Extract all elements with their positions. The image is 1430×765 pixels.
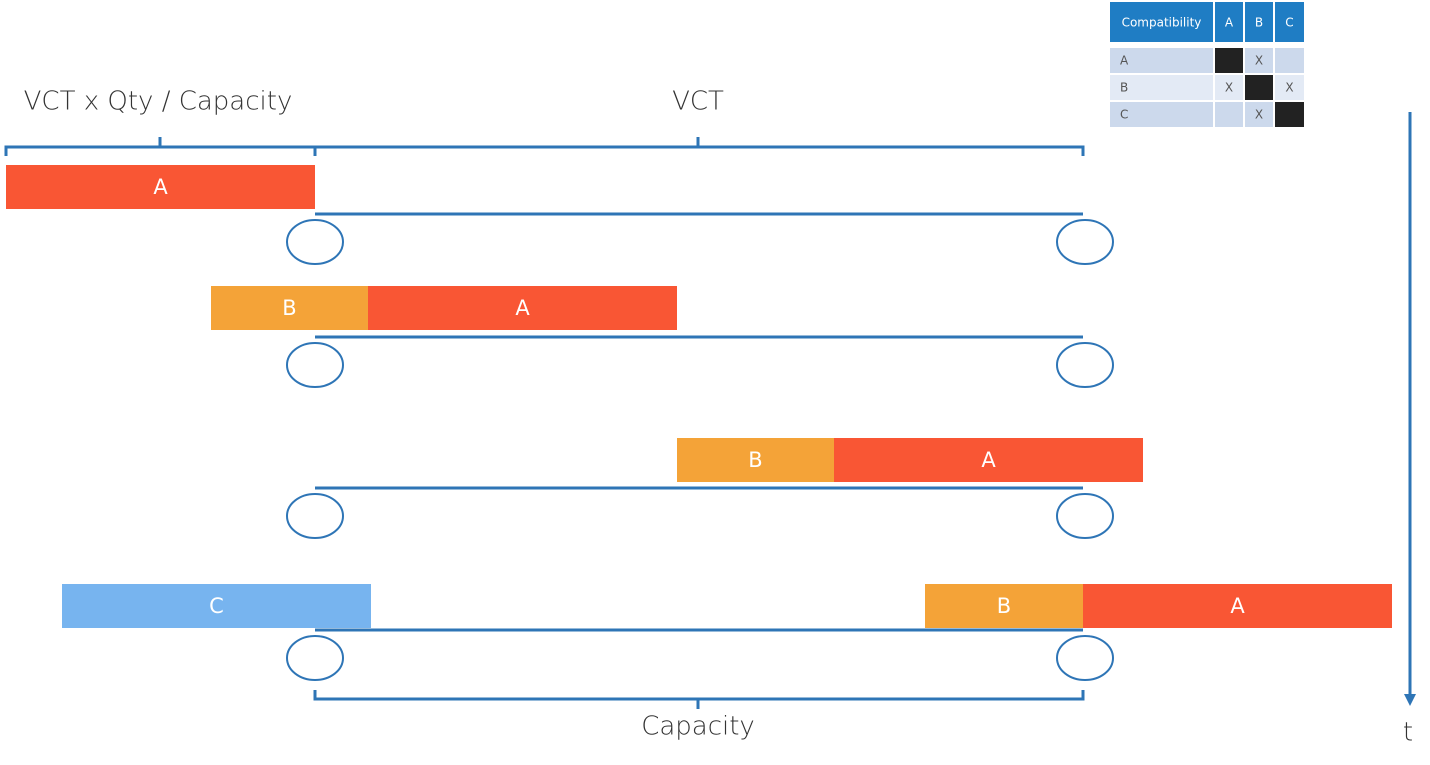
block (834, 438, 1143, 482)
label: Capacity (641, 712, 755, 742)
label: t (1403, 718, 1413, 748)
table-cell (1110, 48, 1213, 73)
roller (286, 635, 344, 681)
roller (1056, 219, 1114, 265)
block-label: B (748, 448, 762, 472)
block-label: C (209, 594, 224, 618)
roller (286, 493, 344, 539)
table-cell (1215, 48, 1243, 73)
block (211, 286, 368, 330)
block-label: A (981, 448, 996, 472)
roller (286, 219, 344, 265)
roller (286, 342, 344, 388)
block-label: A (153, 175, 168, 199)
block-label: B (282, 296, 296, 320)
table-header-cell (1275, 2, 1304, 42)
table-cell-text: A (1120, 54, 1129, 68)
block (677, 438, 834, 482)
table-cell-text: B (1120, 81, 1128, 95)
block (368, 286, 677, 330)
table-header-cell (1215, 2, 1243, 42)
roller (1056, 342, 1114, 388)
table-header-cell (1110, 2, 1213, 42)
block (62, 584, 371, 628)
table-cell-text: X (1255, 54, 1263, 68)
table-header-text: A (1225, 16, 1234, 30)
table-cell (1245, 48, 1273, 73)
roller (1056, 493, 1114, 539)
table-cell-text: C (1120, 108, 1128, 122)
table-cell (1245, 75, 1273, 100)
table-cell-text: X (1255, 108, 1263, 122)
table-cell (1110, 75, 1213, 100)
top-bracket (4, 137, 1085, 156)
table-cell (1245, 102, 1273, 127)
table-cell-text: X (1285, 81, 1293, 95)
bottom-bracket (313, 690, 1085, 709)
brackets (4, 112, 1412, 709)
block-label: A (1230, 594, 1245, 618)
table-cell (1215, 102, 1243, 127)
roller (1056, 635, 1114, 681)
table-cell (1275, 102, 1304, 127)
block (1083, 584, 1392, 628)
block (925, 584, 1083, 628)
table-cell (1215, 75, 1243, 100)
table-cell-text: X (1225, 81, 1233, 95)
table-cell (1275, 48, 1304, 73)
block (6, 165, 315, 209)
block-label: A (515, 296, 530, 320)
label: VCT x Qty / Capacity (24, 87, 293, 117)
label: VCT (672, 87, 724, 117)
time-arrow-head (1404, 694, 1416, 706)
table-header-text: Compatibility (1122, 16, 1202, 30)
block-label: B (997, 594, 1011, 618)
table-header-cell (1245, 2, 1273, 42)
table-cell (1110, 102, 1213, 127)
table-header-text: B (1255, 16, 1263, 30)
table-cell (1275, 75, 1304, 100)
table-header-text: C (1285, 16, 1293, 30)
